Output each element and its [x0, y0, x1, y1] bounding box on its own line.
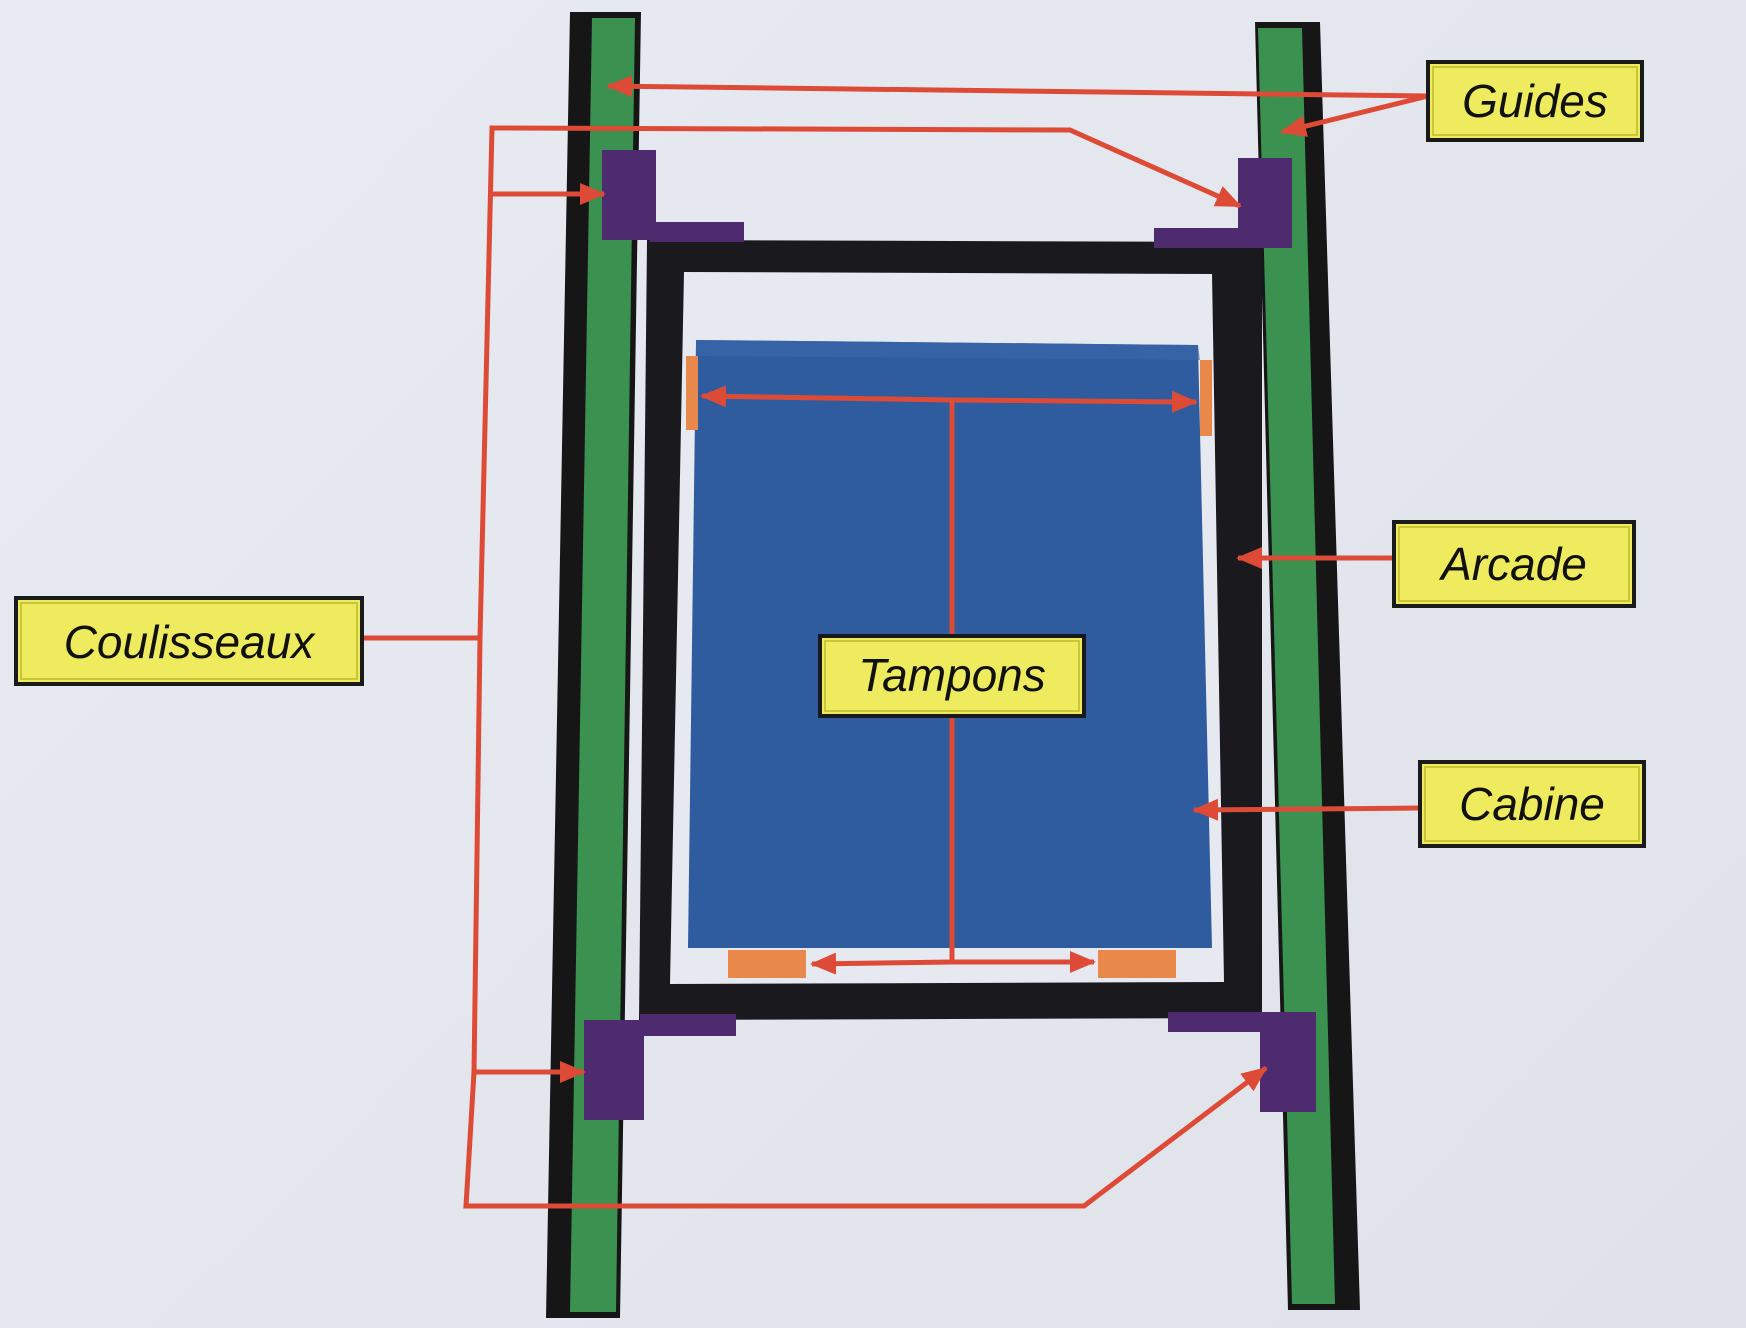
- leader-guides: [606, 75, 1429, 137]
- label-cabine: Cabine: [1418, 760, 1646, 848]
- label-cabine-text: Cabine: [1459, 778, 1605, 830]
- leader-coulisseaux: [362, 125, 1268, 1209]
- guide-rail-right: [1255, 22, 1360, 1310]
- buffer-bottom-left: [728, 950, 806, 978]
- label-coulisseaux: Coulisseaux: [14, 596, 364, 686]
- slider-bottom-right: [1168, 1012, 1316, 1112]
- buffer-bottom-right: [1098, 950, 1176, 978]
- leader-cabine: [1192, 798, 1421, 821]
- label-arcade: Arcade: [1392, 520, 1636, 608]
- label-arcade-text: Arcade: [1438, 538, 1587, 590]
- label-guides: Guides: [1426, 60, 1644, 142]
- label-guides-text: Guides: [1462, 75, 1608, 127]
- buffer-left-side: [686, 356, 698, 430]
- slider-top-left: [602, 150, 744, 242]
- label-tampons: Tampons: [818, 634, 1086, 718]
- slider-top-right: [1154, 158, 1292, 248]
- label-tampons-text: Tampons: [858, 649, 1046, 701]
- label-coulisseaux-text: Coulisseaux: [64, 616, 317, 668]
- leader-tampons: [700, 385, 1198, 975]
- slider-bottom-left: [584, 1014, 736, 1120]
- buffer-right-side: [1200, 360, 1212, 436]
- guide-rail-left: [546, 12, 641, 1318]
